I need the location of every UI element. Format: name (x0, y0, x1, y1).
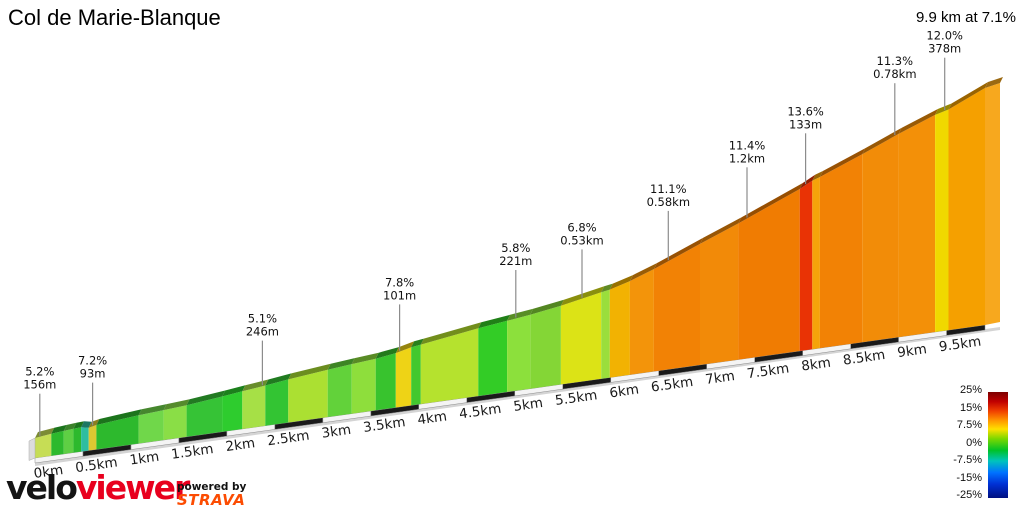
svg-text:7.5km: 7.5km (746, 360, 790, 382)
svg-text:0.5km: 0.5km (74, 454, 118, 476)
legend-label: 0% (966, 436, 982, 449)
veloviewer-logo[interactable]: veloviewer (6, 468, 190, 507)
svg-text:7.2%: 7.2% (78, 354, 107, 368)
legend-label: 15% (959, 401, 982, 414)
svg-text:0km: 0km (33, 462, 65, 482)
svg-text:7.8%: 7.8% (385, 275, 414, 289)
svg-text:156m: 156m (23, 378, 56, 392)
svg-text:93m: 93m (80, 367, 106, 381)
strava-attribution[interactable]: powered by STRAVA (177, 481, 247, 510)
svg-text:5.8%: 5.8% (501, 241, 530, 255)
gradient-legend: 25% 15% 7.5% 0% -7.5% -15% -25% (953, 385, 1008, 508)
strava-logo: STRAVA (177, 491, 246, 510)
svg-text:133m: 133m (789, 117, 822, 131)
svg-text:5.2%: 5.2% (25, 365, 54, 379)
svg-text:1.2km: 1.2km (729, 151, 765, 165)
svg-text:2.5km: 2.5km (266, 428, 310, 450)
svg-text:1.5km: 1.5km (170, 441, 214, 463)
svg-text:13.6%: 13.6% (787, 104, 824, 118)
svg-text:8.5km: 8.5km (842, 347, 886, 369)
veloviewer-logo-velo: velo (6, 468, 78, 507)
gradient-segment-faces (35, 88, 985, 458)
svg-text:0.53km: 0.53km (560, 233, 603, 247)
svg-text:6km: 6km (608, 381, 640, 401)
svg-text:9.5km: 9.5km (938, 334, 982, 356)
legend-labels: 25% 15% 7.5% 0% -7.5% -15% -25% (953, 385, 982, 501)
svg-text:5.5km: 5.5km (554, 387, 598, 409)
svg-text:9km: 9km (896, 341, 928, 361)
svg-text:5.1%: 5.1% (248, 312, 277, 326)
svg-text:3.5km: 3.5km (362, 414, 406, 436)
profile-end-caps (28, 77, 1003, 461)
svg-text:1km: 1km (129, 449, 161, 469)
climb-summary: 9.9 km at 7.1% (915, 9, 1016, 26)
distance-scale-bars (34, 324, 986, 464)
legend-label: -15% (956, 471, 982, 484)
legend-gradient-bar (988, 392, 1008, 498)
svg-text:11.4%: 11.4% (729, 138, 766, 152)
svg-text:11.1%: 11.1% (650, 182, 687, 196)
svg-text:3km: 3km (321, 422, 353, 442)
powered-by-label: powered by (177, 481, 247, 493)
legend-label: 7.5% (956, 419, 982, 431)
svg-text:0.78km: 0.78km (873, 67, 916, 81)
svg-text:246m: 246m (246, 325, 279, 339)
x-axis-labels: 0km 0.5km 1km 1.5km 2km 2.5km 3km 3.5km 4km 4.5km… (33, 334, 982, 482)
legend-label: -7.5% (953, 454, 982, 466)
svg-text:5km: 5km (512, 395, 544, 415)
svg-text:4.5km: 4.5km (458, 401, 502, 423)
svg-text:6.5km: 6.5km (650, 374, 694, 396)
svg-text:6.8%: 6.8% (567, 220, 596, 234)
svg-text:4km: 4km (416, 408, 448, 428)
svg-text:11.3%: 11.3% (877, 54, 914, 68)
svg-text:0.58km: 0.58km (647, 195, 690, 209)
svg-text:7km: 7km (704, 368, 736, 388)
svg-text:101m: 101m (383, 288, 416, 302)
veloviewer-logo-viewer: viewer (75, 468, 190, 507)
segment-annotations: 5.2%156m 7.2%93m 5.1%246m 7.8%101m 5.8%221m 6… (23, 29, 963, 436)
legend-label: -25% (956, 489, 982, 501)
svg-text:12.0%: 12.0% (926, 29, 963, 43)
legend-label: 25% (959, 384, 982, 396)
svg-text:8km: 8km (800, 355, 832, 375)
svg-text:221m: 221m (499, 254, 532, 268)
svg-text:2km: 2km (225, 435, 257, 455)
page-title: Col de Marie-Blanque (8, 5, 221, 30)
svg-text:378m: 378m (928, 42, 961, 56)
